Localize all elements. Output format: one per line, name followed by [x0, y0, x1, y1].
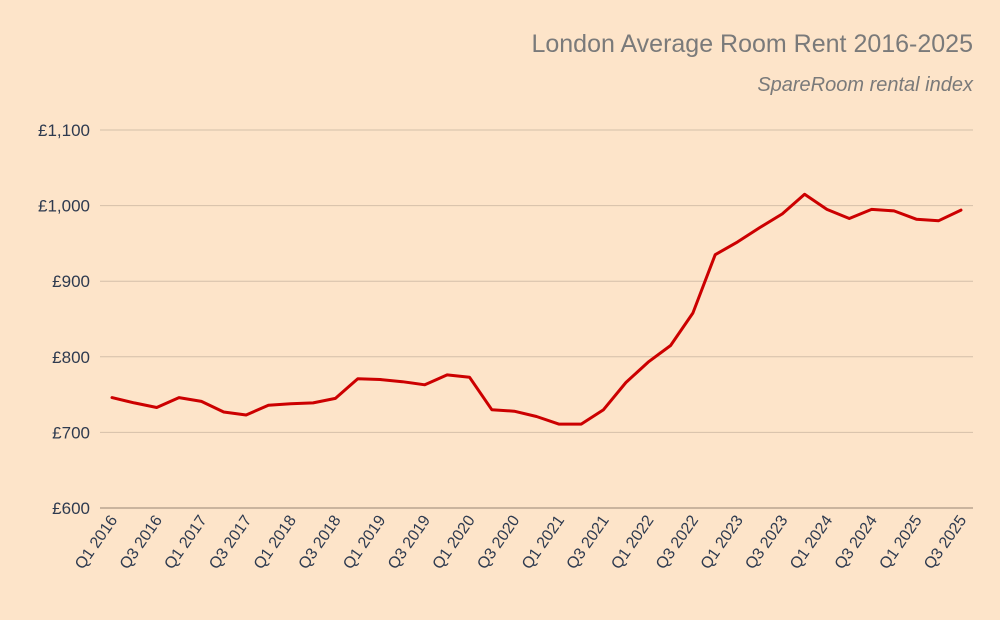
series-line [110, 192, 963, 426]
x-tick-label: Q1 2017 [162, 512, 211, 572]
x-tick-label: Q1 2020 [430, 512, 479, 572]
x-tick-label: Q3 2018 [296, 512, 345, 572]
y-tick-label: £1,100 [38, 121, 90, 140]
chart-title: London Average Room Rent 2016-2025 [531, 30, 973, 58]
y-tick-label: £800 [52, 348, 90, 367]
x-tick-label: Q3 2016 [117, 512, 166, 572]
x-tick-label: Q1 2019 [340, 512, 389, 572]
x-tick-label: Q1 2022 [608, 512, 657, 572]
x-tick-label: Q3 2019 [385, 512, 434, 572]
y-tick-label: £700 [52, 423, 90, 442]
x-tick-label: Q3 2023 [742, 512, 791, 572]
y-tick-label: £1,000 [38, 197, 90, 216]
y-axis-ticks: £600 £700 £800 £900 £1,000 £1,100 [38, 121, 90, 518]
series-layer [110, 192, 963, 426]
x-tick-label: Q3 2025 [921, 512, 970, 572]
y-tick-label: £900 [52, 272, 90, 291]
x-tick-label: Q1 2024 [787, 512, 836, 572]
chart-subtitle: SpareRoom rental index [757, 74, 973, 96]
x-tick-label: Q3 2020 [474, 512, 523, 572]
x-tick-label: Q3 2017 [206, 512, 255, 572]
x-tick-label: Q1 2023 [698, 512, 747, 572]
gridlines [100, 129, 973, 509]
x-tick-label: Q3 2022 [653, 512, 702, 572]
y-tick-label: £600 [52, 499, 90, 518]
x-tick-label: Q1 2021 [519, 512, 568, 572]
x-tick-label: Q3 2021 [564, 512, 613, 572]
x-tick-label: Q1 2016 [72, 512, 121, 572]
x-tick-label: Q1 2018 [251, 512, 300, 572]
x-tick-label: Q3 2024 [832, 512, 881, 572]
x-tick-label: Q1 2025 [876, 512, 925, 572]
